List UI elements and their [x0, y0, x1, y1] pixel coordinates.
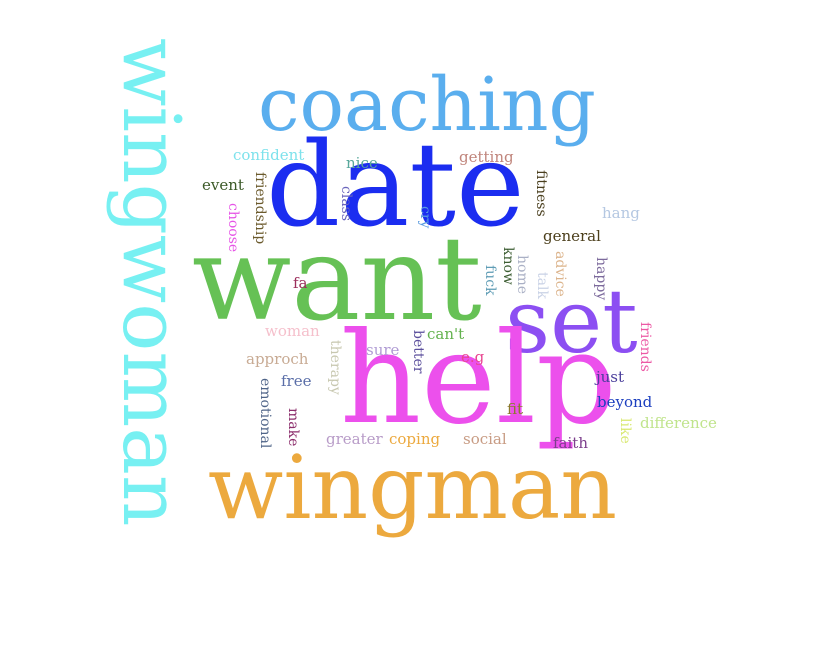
word-confident: confident [233, 146, 305, 164]
word-greater: greater [326, 430, 383, 448]
word-woman: woman [265, 322, 320, 340]
word-home: home [514, 255, 530, 295]
word-event: event [202, 176, 244, 194]
word-choose: choose [225, 203, 241, 253]
word-therapy: therapy [327, 340, 343, 395]
word-eg: e.g [461, 348, 485, 366]
word-class: class [338, 186, 354, 222]
word-fa: fa [293, 274, 308, 292]
word-better: better [410, 330, 426, 374]
word-talk: talk [534, 272, 550, 299]
word-make: make [285, 408, 301, 447]
word-general: general [543, 227, 601, 245]
word-wingwoman: wingwoman [105, 38, 198, 527]
word-just: just [596, 368, 625, 386]
word-wingman: wingman [208, 436, 618, 539]
word-faith: faith [553, 434, 588, 452]
word-friendship: friendship [252, 172, 268, 245]
word-social: social [463, 430, 507, 448]
word-coping: coping [389, 430, 441, 448]
word-hang: hang [602, 204, 640, 222]
word-getting: getting [459, 148, 514, 166]
word-want: want [192, 212, 482, 347]
word-nice: nice [346, 154, 378, 172]
word-fuck: fuck [482, 265, 498, 296]
word-cry: cry [417, 206, 433, 229]
word-cant: can't [427, 325, 465, 343]
word-help: help [340, 305, 617, 452]
word-free: free [281, 372, 312, 390]
word-advice: advice [552, 251, 568, 297]
word-beyond: beyond [597, 393, 653, 411]
word-coaching: coaching [258, 62, 596, 148]
word-sure: sure [366, 341, 400, 359]
word-approch: approch [246, 350, 309, 368]
word-fit: fit [507, 400, 524, 418]
word-like: like [617, 418, 633, 444]
word-date: date [266, 118, 525, 253]
word-difference: difference [640, 414, 717, 432]
word-happy: happy [593, 257, 609, 301]
word-set: set [505, 270, 638, 373]
word-friends: friends [637, 322, 653, 372]
word-fitness: fitness [533, 170, 549, 217]
word-emotional: emotional [257, 378, 273, 449]
word-know: know [500, 247, 516, 285]
